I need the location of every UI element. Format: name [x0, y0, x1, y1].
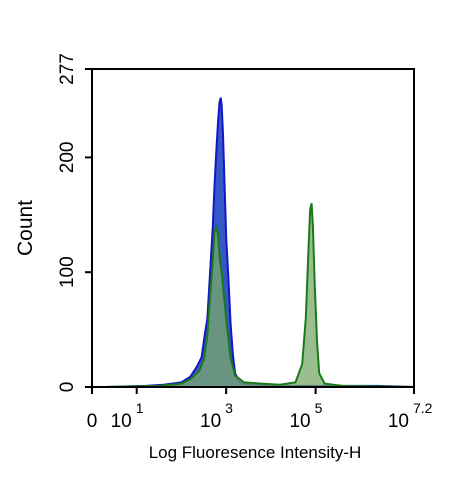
x-tick-label: 10 [111, 411, 132, 432]
y-tick-label: 100 [57, 256, 78, 288]
y-tick-label: 277 [57, 53, 78, 85]
x-tick-exponent: 7.2 [413, 400, 433, 416]
series-area-0 [105, 97, 415, 387]
x-tick-label: 10 [200, 411, 221, 432]
x-tick-exponent: 1 [136, 400, 144, 416]
y-tick-label: 0 [57, 382, 78, 393]
x-axis-label: Log Fluoresence Intensity-H [149, 443, 362, 462]
plot-frame [91, 68, 415, 388]
x-tick-exponent: 3 [225, 400, 233, 416]
y-tick-label: 200 [57, 142, 78, 174]
x-tick-label: 10 [289, 411, 310, 432]
x-tick-label: 10 [388, 411, 409, 432]
plot-area [91, 68, 415, 388]
y-axis-label: Count [14, 200, 37, 256]
series-area-1 [105, 203, 415, 387]
series-line-1 [105, 203, 415, 388]
x-tick-exponent: 5 [315, 400, 323, 416]
y-axis: 0 100 200 277 [57, 53, 92, 392]
series-layer [105, 97, 415, 388]
series-line-0 [105, 97, 415, 388]
x-tick-label: 0 [87, 411, 98, 432]
